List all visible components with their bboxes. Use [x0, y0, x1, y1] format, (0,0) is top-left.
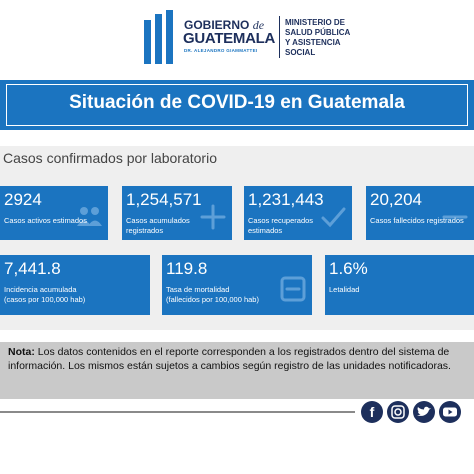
stat-card: 1,231,443 Casos recuperados estimados	[244, 186, 352, 240]
card-label: Incidencia acumulada (casos por 100,000 …	[4, 285, 86, 304]
twitter-icon[interactable]	[413, 401, 435, 423]
card-value: 119.8	[166, 259, 208, 278]
card-value: 2924	[4, 190, 42, 209]
card-icon	[442, 215, 468, 219]
card-icon	[280, 276, 306, 302]
facebook-icon[interactable]: f	[361, 401, 383, 423]
stat-card: 1,254,571 Casos acumulados registrados	[122, 186, 232, 240]
card-label: Casos fallecidos registrados	[370, 216, 464, 225]
card-label: Tasa de mortalidad (fallecidos por 100,0…	[166, 285, 259, 304]
ministry-line: SOCIAL	[285, 48, 316, 57]
stat-card: 2924 Casos activos estimados	[0, 186, 108, 240]
note-lead: Nota:	[8, 346, 35, 358]
divider	[279, 16, 280, 58]
card-icon	[77, 207, 102, 226]
card-value: 7,441.8	[4, 259, 61, 278]
ministry-line: MINISTERIO DE	[285, 18, 346, 27]
logo-mark	[144, 10, 173, 64]
instagram-icon[interactable]	[387, 401, 409, 423]
svg-text:f: f	[370, 404, 375, 420]
card-value: 20,204	[370, 190, 422, 209]
section-title: Casos confirmados por laboratorio	[3, 150, 217, 166]
ministry-line: SALUD PÚBLICA	[285, 28, 351, 37]
card-label: Casos recuperados estimados	[248, 216, 314, 235]
ministry: MINISTERIO DE SALUD PÚBLICA Y ASISTENCIA SO…	[285, 18, 350, 58]
banner: Situación de COVID-19 en Guatemala	[0, 80, 474, 130]
card-icon	[321, 207, 346, 228]
stat-card: 7,441.8 Incidencia acumulada (casos por 1…	[0, 255, 150, 315]
stat-card: 20,204 Casos fallecidos registrados	[366, 186, 474, 240]
card-label: Casos activos estimados	[4, 216, 87, 225]
logo-de: de	[252, 18, 265, 32]
note: Nota: Los datos contenidos en el reporte…	[8, 346, 468, 373]
logo-top: GOBIERNO de	[184, 18, 264, 33]
card-value: 1,254,571	[126, 190, 202, 209]
logo-top-text: GOBIERNO	[184, 18, 250, 32]
banner-border	[6, 84, 468, 126]
card-icon	[200, 204, 226, 230]
footer-line	[0, 411, 355, 413]
banner-title: Situación de COVID-19 en Guatemala	[69, 92, 405, 113]
stat-card: 1.6% Letalidad	[325, 255, 474, 315]
note-text: Los datos contenidos en el reporte corre…	[8, 346, 451, 372]
stat-card: 119.8 Tasa de mortalidad (fallecidos por …	[162, 255, 312, 315]
logo-sub: DR. ALEJANDRO GIAMMATTEI	[184, 48, 258, 53]
logo-main: GUATEMALA	[183, 30, 276, 47]
card-label: Casos acumulados registrados	[126, 216, 190, 235]
card-label: Letalidad	[329, 285, 360, 294]
social-icons: f	[361, 401, 461, 423]
card-value: 1.6%	[329, 259, 368, 278]
youtube-icon[interactable]	[439, 401, 461, 423]
card-value: 1,231,443	[248, 190, 324, 209]
note-box: Nota: Los datos contenidos en el reporte…	[0, 342, 474, 399]
ministry-line: Y ASISTENCIA	[285, 38, 341, 47]
